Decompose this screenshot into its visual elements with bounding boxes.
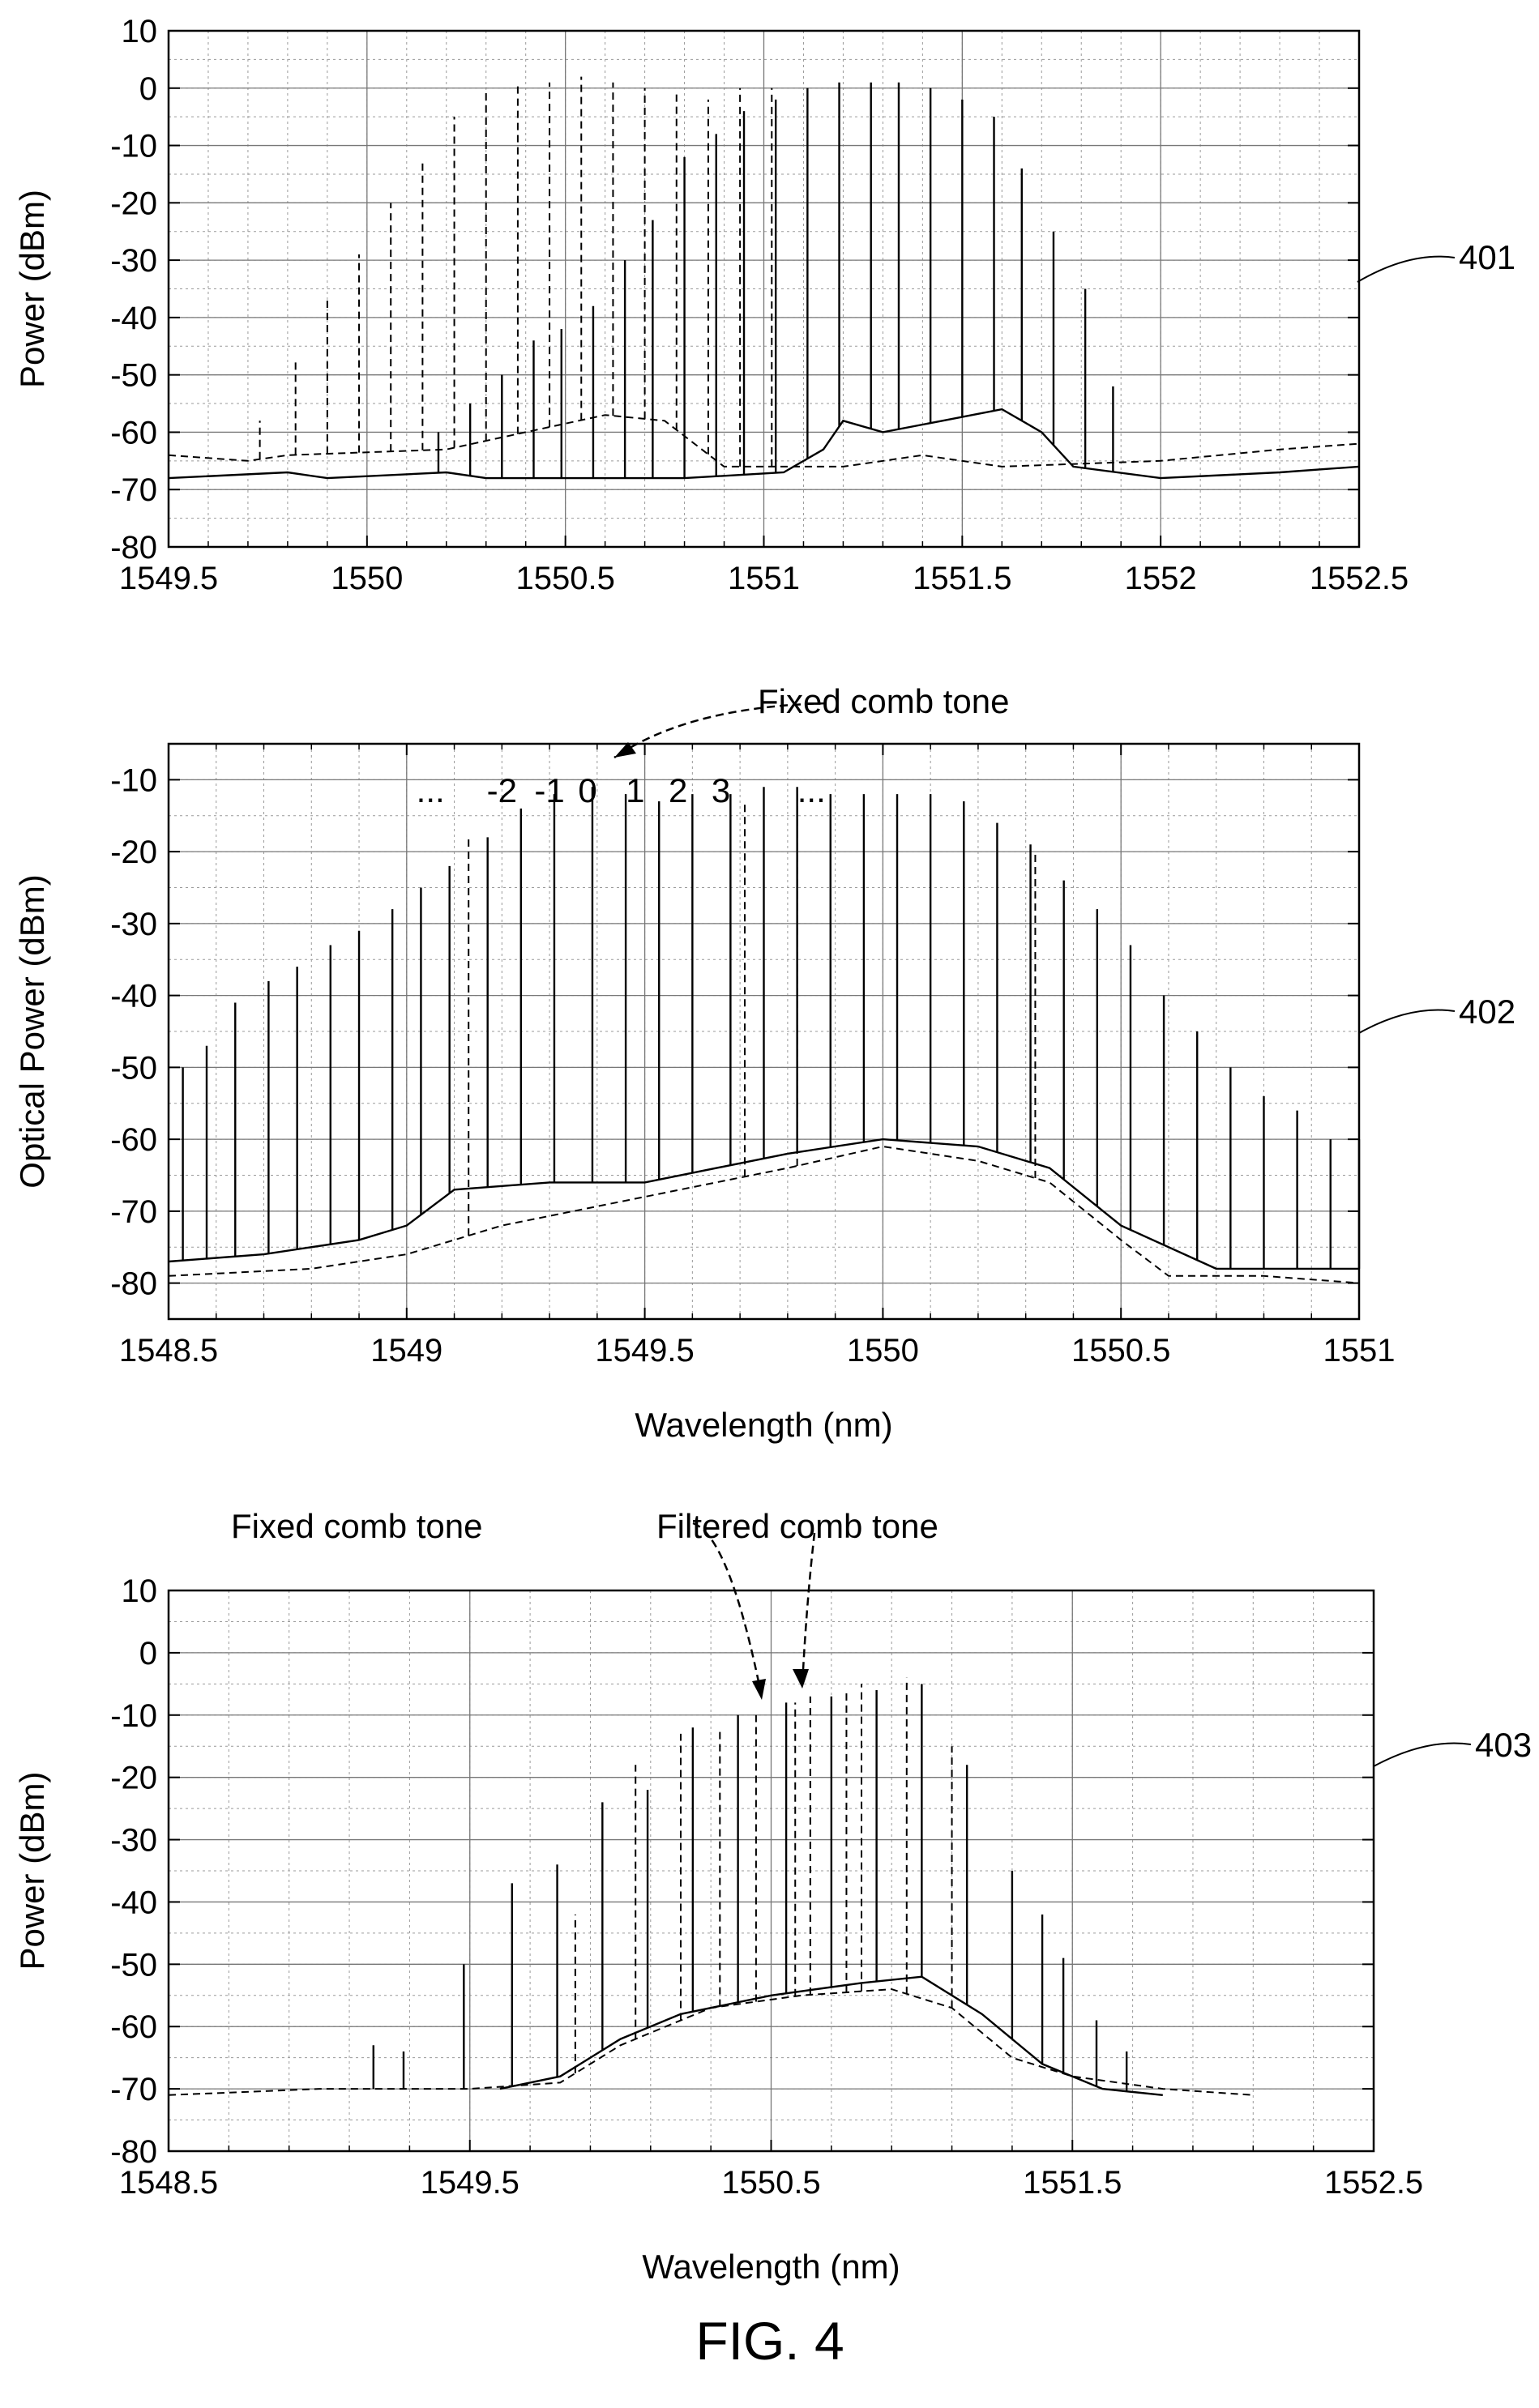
x-tick-label: 1551 [728, 561, 800, 596]
y-tick-label: -70 [110, 1194, 157, 1230]
y-tick-label: -50 [110, 1050, 157, 1086]
x-tick-label: 1551 [1323, 1333, 1396, 1368]
series-dashed [168, 76, 1360, 468]
y-tick-label: -70 [110, 2072, 157, 2107]
reference-401: 401 [1357, 238, 1515, 283]
comb-index-label: ... [797, 771, 826, 809]
y-tick-label: -40 [110, 1885, 157, 1920]
x-axis-label: Wavelength (nm) [635, 1406, 892, 1444]
ref-label: 401 [1459, 238, 1515, 276]
y-tick-label: 10 [122, 1573, 158, 1609]
x-tick-label: 1551.5 [913, 561, 1011, 596]
y-tick-label: 0 [139, 1636, 157, 1672]
y-tick-label: -10 [110, 762, 157, 798]
annotation-label: Fixed comb tone [758, 682, 1010, 720]
comb-index-label: 1 [626, 771, 644, 809]
y-tick-label: -50 [110, 1947, 157, 1983]
y-tick-label: -40 [110, 979, 157, 1014]
y-tick-label: -60 [110, 415, 157, 450]
y-tick-label: -10 [110, 129, 157, 164]
y-tick-label: -20 [110, 186, 157, 221]
y-tick-label: 10 [122, 14, 158, 49]
y-tick-label: -40 [110, 301, 157, 336]
x-tick-label: 1549.5 [119, 561, 218, 596]
series-floor-line [168, 1138, 1359, 1270]
comb-index-label: -2 [487, 771, 517, 809]
y-tick-label: -80 [110, 2134, 157, 2170]
y-axis-label: Optical Power (dBm) [13, 874, 51, 1188]
series-dashed [168, 794, 1360, 1284]
ticks [168, 744, 1360, 1319]
comb-index-label: 2 [669, 771, 687, 809]
figure-label: FIG. 4 [695, 2311, 844, 2371]
x-tick-label: 1552 [1125, 561, 1197, 596]
x-tick-label: 1548.5 [119, 1333, 218, 1368]
reference-403: 403 [1373, 1726, 1532, 1767]
series-floor-line [168, 1145, 1360, 1284]
series-dashed [168, 1677, 1254, 2096]
comb-index-label: 3 [712, 771, 730, 809]
x-tick-label: 1550.5 [721, 2165, 820, 2201]
x-tick-label: 1550 [847, 1333, 919, 1368]
x-tick-label: 1552.5 [1324, 2165, 1423, 2201]
grid [168, 1590, 1374, 2152]
y-tick-label: -70 [110, 472, 157, 508]
ref-label: 402 [1459, 993, 1515, 1031]
series-solid [372, 1684, 1163, 2096]
annotation-filtered-comb-tone-403: Filtered comb tone [656, 1507, 938, 1689]
annotation-label: Fixed comb tone [231, 1507, 483, 1545]
y-axis-label: Power (dBm) [13, 190, 51, 388]
series-floor-line [499, 1975, 1163, 2096]
x-tick-label: 1549 [370, 1333, 442, 1368]
chart-401: 1549.5 1550 1550.5 1551 1551.5 1552 1552.5 10 0 -… [13, 14, 1409, 596]
y-tick-label: -30 [110, 1823, 157, 1859]
y-tick-label: 0 [139, 71, 157, 107]
grid [168, 30, 1360, 548]
chart-402: 1548.5 1549 1549.5 1550 1550.5 1551-10-20-30-… [13, 742, 1396, 1444]
annotation-label: Filtered comb tone [656, 1507, 938, 1545]
series-floor-line [168, 414, 1360, 468]
y-axis-label: Power (dBm) [13, 1771, 51, 1970]
x-axis-label: Wavelength (nm) [642, 2248, 900, 2286]
y-tick-label: -30 [110, 907, 157, 942]
x-tick-label: 1550.5 [515, 561, 614, 596]
x-tick-label: 1550 [331, 561, 403, 596]
x-tick-label: 1549.5 [595, 1333, 694, 1368]
annotation-fixed-comb-tone-403: Fixed comb tone [231, 1507, 766, 1700]
y-tick-label: -80 [110, 1266, 157, 1302]
plot-frame [167, 742, 1361, 1321]
series-floor-line [168, 408, 1360, 480]
series-solid [168, 787, 1361, 1270]
comb-index-label: ... [417, 771, 445, 809]
y-tick-label: -50 [110, 358, 157, 394]
comb-index-label: -1 [534, 771, 564, 809]
y-tick-label: -20 [110, 835, 157, 870]
ref-label: 403 [1475, 1726, 1532, 1764]
ticks [168, 30, 1360, 548]
ticks [168, 1590, 1374, 2152]
x-tick-label: 1548.5 [119, 2165, 218, 2201]
x-tick-label: 1549.5 [421, 2165, 519, 2201]
y-tick-label: -20 [110, 1761, 157, 1796]
y-tick-label: -80 [110, 530, 157, 566]
x-tick-label: 1551.5 [1023, 2165, 1122, 2201]
x-tick-label: 1552.5 [1310, 561, 1409, 596]
series-solid [168, 82, 1360, 480]
reference-402: 402 [1358, 993, 1515, 1034]
y-tick-label: -30 [110, 243, 157, 279]
annotation-fixed-comb-tone-402: Fixed comb tone [613, 682, 1010, 759]
x-tick-label: 1550.5 [1071, 1333, 1170, 1368]
y-tick-label: -60 [110, 1122, 157, 1158]
chart-403: 1548.5 1549.5 1550.5 1551.5 1552.5 10 0 -10 -20 -… [13, 1573, 1423, 2286]
y-tick-label: -60 [110, 2009, 157, 2045]
y-tick-label: -10 [110, 1698, 157, 1734]
comb-index-label: 0 [578, 771, 596, 809]
